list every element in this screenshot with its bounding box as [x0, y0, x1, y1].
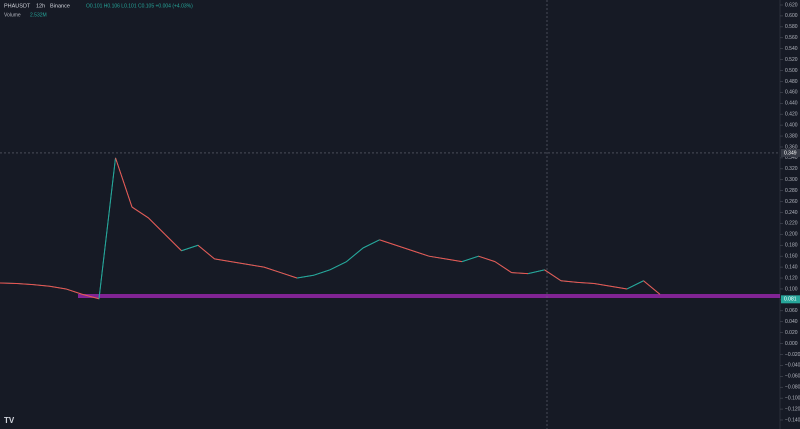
price-segment [181, 244, 199, 252]
price-segment [527, 269, 545, 275]
last-price-label: 0.081 [784, 297, 797, 303]
price-segment [115, 157, 133, 208]
price-segment [544, 269, 562, 282]
y-tick-label: −0.060 [785, 374, 800, 380]
y-tick-label: 0.360 [785, 144, 798, 150]
exchange: Binance [50, 3, 70, 9]
y-tick-label: 0.500 [785, 68, 798, 74]
y-tick-label: 0.460 [785, 90, 798, 96]
y-tick-label: 0.560 [785, 35, 798, 41]
volume-value: 2.532M [30, 12, 47, 18]
y-tick-label: 0.540 [785, 46, 798, 52]
y-tick-label: −0.120 [785, 406, 800, 412]
price-segment [32, 284, 50, 287]
price-segment [610, 285, 628, 290]
price-segment [379, 239, 397, 246]
y-tick-label: 0.120 [785, 275, 798, 281]
price-segment [65, 288, 83, 295]
price-segment [230, 261, 248, 265]
y-tick-label: 0.180 [785, 243, 798, 249]
y-tick-label: 0.380 [785, 133, 798, 139]
y-tick-label: −0.100 [785, 395, 800, 401]
y-tick-label: 0.520 [785, 57, 798, 63]
price-segment [49, 285, 67, 290]
price-segment [329, 261, 347, 271]
last-price-bg [781, 295, 800, 304]
price-segment [577, 281, 595, 284]
price-segment [214, 258, 232, 263]
ohlc: O0.101 H0.106 L0.101 C0.105 +0.004 (+4.0… [86, 3, 193, 9]
price-segment [0, 282, 17, 284]
y-tick-label: 0.060 [785, 308, 798, 314]
y-tick-label: 0.340 [785, 155, 798, 161]
plot [0, 157, 661, 300]
price-segment [478, 255, 496, 263]
price-segment [362, 239, 380, 249]
y-tick-label: −0.020 [785, 352, 800, 358]
y-tick-label: 0.320 [785, 166, 798, 172]
price-segment [82, 293, 100, 300]
y-tick-label: −0.080 [785, 385, 800, 391]
y-tick-label: 0.220 [785, 221, 798, 227]
logo: TV [4, 416, 15, 425]
price-segment [560, 280, 578, 283]
price-segment [395, 244, 413, 252]
price-segment [280, 272, 298, 279]
price-segment [445, 258, 463, 263]
price-segment [494, 261, 512, 273]
symbol: PHAUSDT [4, 3, 31, 9]
y-tick-label: −0.040 [785, 363, 800, 369]
price-segment [643, 280, 661, 295]
price-segment [148, 217, 166, 235]
volume-label: Volume [4, 12, 21, 18]
price-segment [98, 157, 116, 299]
y-tick-label: 0.000 [785, 341, 798, 347]
y-tick-label: 0.480 [785, 79, 798, 85]
price-segment [626, 280, 644, 290]
price-segment [412, 250, 430, 257]
y-tick-label: 0.620 [785, 2, 798, 8]
y-tick-label: 0.600 [785, 13, 798, 19]
price-segment [263, 266, 281, 274]
price-segment [511, 272, 529, 275]
price-segment [16, 282, 34, 286]
interval: 12h [36, 3, 45, 9]
y-tick-label: 0.420 [785, 112, 798, 118]
price-segment [247, 263, 265, 268]
price-segment [593, 282, 611, 287]
price-segment [346, 247, 364, 263]
y-tick-label: 0.580 [785, 24, 798, 30]
y-tick-label: 0.100 [785, 286, 798, 292]
price-segment [313, 269, 331, 276]
y-tick-label: 0.160 [785, 254, 798, 260]
price-segment [164, 233, 182, 252]
horizontal-band [78, 294, 780, 298]
y-tick-label: 0.040 [785, 319, 798, 325]
y-tick-label: 0.280 [785, 188, 798, 194]
crosshair-label: 0.349 [784, 150, 797, 156]
price-segment [296, 274, 314, 279]
y-tick-label: 0.300 [785, 177, 798, 183]
y-tick-label: 0.260 [785, 199, 798, 205]
y-tick-label: 0.020 [785, 330, 798, 336]
price-segment [197, 244, 215, 260]
crosshair-label-bg [781, 148, 800, 157]
price-segment [428, 255, 446, 260]
y-tick-label: 0.240 [785, 210, 798, 216]
price-segment [461, 255, 479, 263]
price-segment [131, 206, 149, 219]
y-tick-label: −0.140 [785, 417, 800, 423]
y-tick-label: 0.440 [785, 101, 798, 107]
y-tick-label: 0.140 [785, 264, 798, 270]
y-tick-label: 0.200 [785, 232, 798, 238]
y-tick-label: 0.400 [785, 122, 798, 128]
